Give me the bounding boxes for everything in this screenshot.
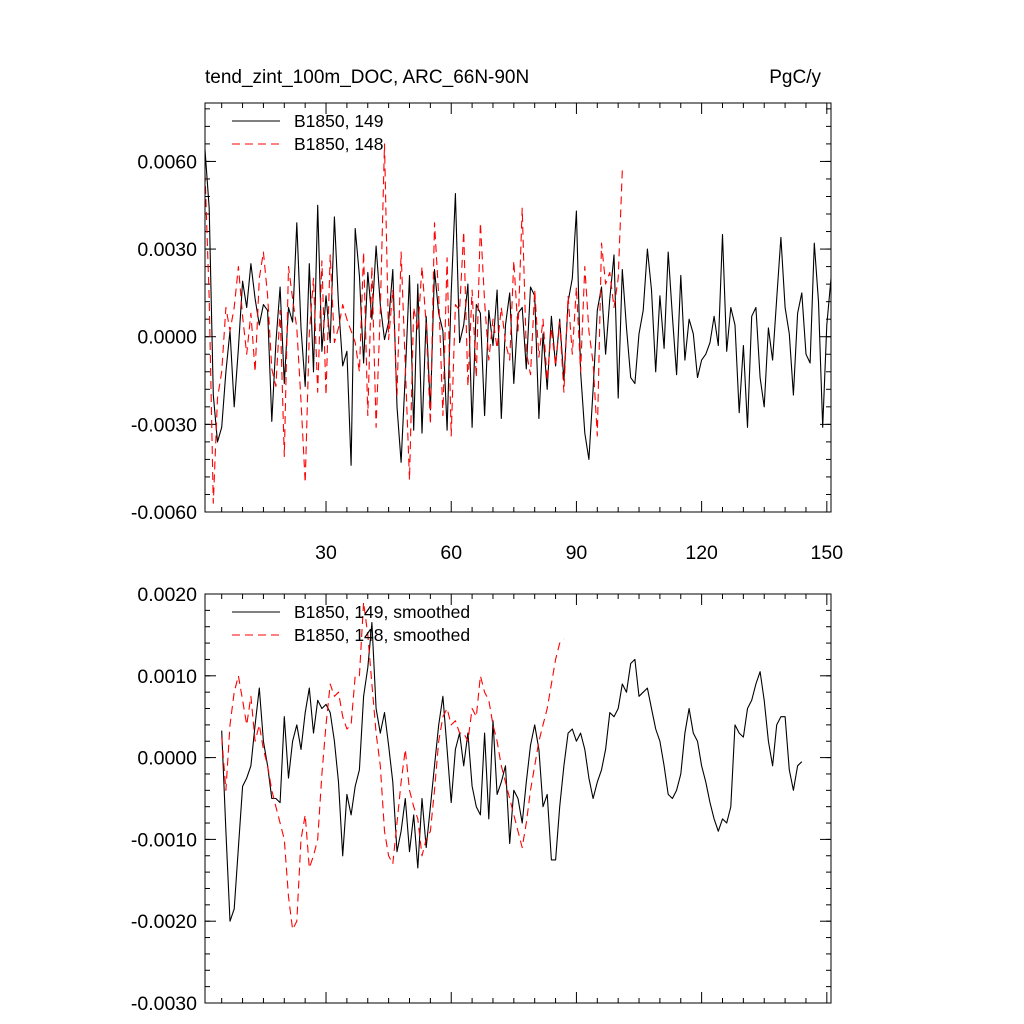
x-tick-label: 60 [440, 542, 462, 564]
panel-bottom: -0.0030-0.0020-0.00100.00000.00100.0020 … [131, 584, 832, 1015]
series-line-b1850-148-smoothed [221, 601, 565, 930]
y-tick-label: 0.0000 [137, 327, 197, 349]
legend-label-149-smoothed: B1850, 149, smoothed [294, 602, 470, 622]
plot-frame [204, 102, 832, 513]
y-tick-label: 0.0060 [137, 151, 197, 173]
series-lines [221, 601, 803, 930]
legend: B1850, 149, smoothed B1850, 148, smoothe… [232, 602, 470, 645]
y-tick-label: -0.0010 [131, 829, 197, 851]
tick-marks [205, 103, 831, 513]
legend: B1850, 149 B1850, 148 [232, 111, 384, 154]
legend-label-148: B1850, 148 [294, 134, 384, 154]
panel-top: tend_zint_100m_DOC, ARC_66N-90N PgC/y 30… [131, 67, 843, 564]
y-tick-label: -0.0030 [131, 993, 197, 1015]
series-lines [204, 143, 832, 504]
y-tick-labels: -0.0030 -0.0020 -0.0010 0.0000 0.0010 0.0020 [131, 584, 197, 1015]
units-label: PgC/y [769, 67, 821, 88]
y-tick-label: 0.0010 [137, 666, 197, 688]
plot-frame [204, 593, 832, 1004]
series-line-b1850-149-smoothed [221, 622, 803, 922]
y-tick-label: 0.0020 [137, 584, 197, 606]
y-tick-label: 0.0000 [137, 748, 197, 770]
y-tick-label: 0.0030 [137, 239, 197, 261]
legend-label-148-smoothed: B1850, 148, smoothed [294, 625, 470, 645]
x-tick-label: 150 [811, 542, 844, 564]
y-tick-labels: -0.0060 -0.0030 0.0000 0.0030 0.0060 [131, 151, 197, 524]
y-tick-label: -0.0030 [131, 414, 197, 436]
legend-label-149: B1850, 149 [294, 111, 384, 131]
x-tick-label: 30 [315, 542, 337, 564]
x-tick-label: 90 [566, 542, 588, 564]
x-tick-label: 120 [685, 542, 718, 564]
chart-title: tend_zint_100m_DOC, ARC_66N-90N [205, 67, 529, 88]
y-tick-label: -0.0020 [131, 911, 197, 933]
series-line-b1850-149 [204, 149, 832, 466]
y-tick-label: -0.0060 [131, 502, 197, 524]
x-tick-labels: 30 60 90 120 150 [315, 542, 843, 564]
